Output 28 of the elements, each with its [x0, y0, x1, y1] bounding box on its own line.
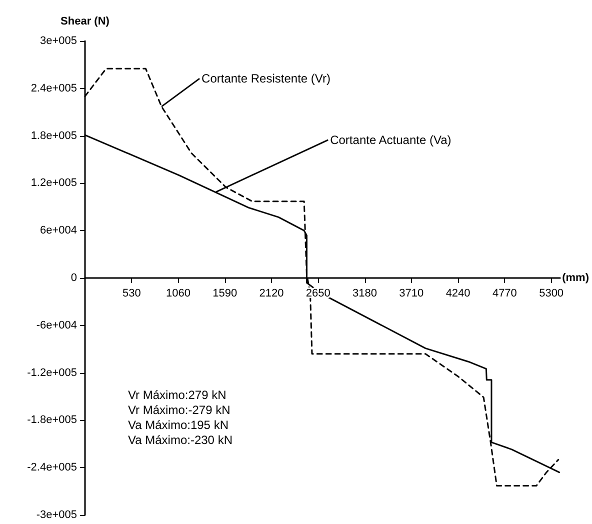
y-axis-title: Shear (N)	[60, 16, 110, 28]
x-tick-label: 530	[122, 288, 141, 300]
x-tick-label: 1590	[212, 288, 238, 300]
x-axis-title: (mm)	[562, 272, 590, 284]
annotation: Vr Máximo:-279 kN	[128, 403, 232, 418]
x-tick-label: 4240	[446, 288, 470, 300]
x-tick-label: 4770	[492, 288, 517, 300]
y-tick-label: 1.8e+005	[30, 130, 77, 142]
y-tick-label: 3e+005	[40, 35, 77, 47]
y-tick-label: 0	[70, 272, 77, 284]
y-tick-label: -3e+005	[36, 509, 77, 521]
y-tick-label: 6e+004	[40, 224, 77, 237]
y-tick-label: -1.8e+005	[27, 414, 77, 426]
y-tick-label: -1.2e+005	[27, 366, 77, 379]
y-tick-label: 2.4e+005	[30, 82, 77, 94]
annotation: Va Máximo:195 kN	[128, 418, 230, 433]
annotation: Cortante Actuante (Va)	[330, 132, 452, 147]
y-tick-label: -2.4e+005	[27, 462, 77, 474]
x-tick-label: 3180	[352, 288, 378, 300]
x-tick-label: 3710	[399, 288, 424, 300]
x-tick-label: 2120	[259, 288, 284, 300]
annotation: Va Máximo:-230 kN	[128, 433, 232, 448]
y-tick-label: 1.2e+005	[30, 177, 77, 190]
annotation: Vr Máximo:279 kN	[128, 388, 228, 403]
annotation: Cortante Resistente (Vr)	[202, 72, 330, 86]
x-tick-label: 1060	[166, 288, 191, 300]
y-tick-label: -6e+004	[36, 319, 77, 332]
x-tick-label: 5300	[539, 288, 564, 300]
